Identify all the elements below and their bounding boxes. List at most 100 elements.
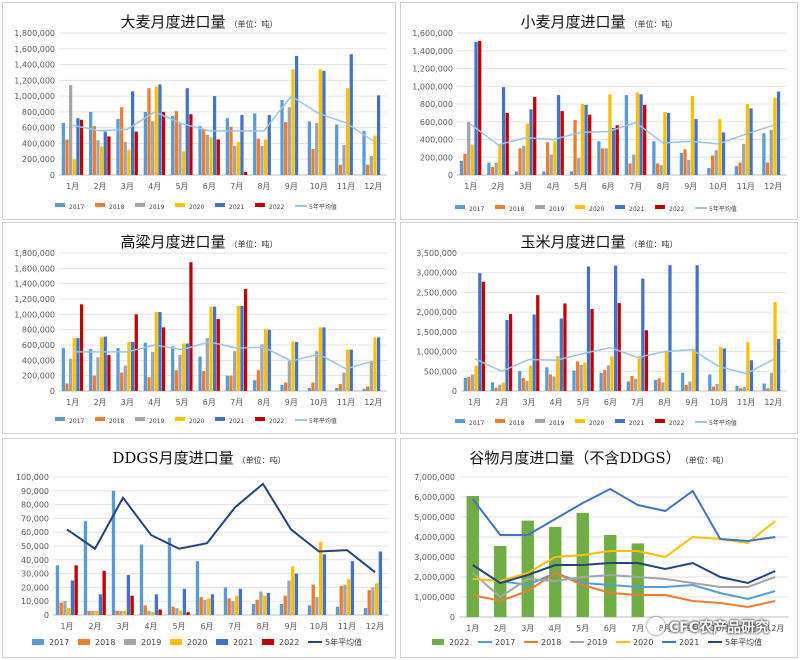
ddgs-bar-2021	[350, 561, 355, 615]
sorghum-xtick-label: 11月	[337, 398, 355, 407]
corn-bar-2018	[684, 385, 688, 391]
barley-title: 大麦月度进口量 （单位：吨）	[3, 11, 395, 32]
sorghum-ytick-label: 1,600,000	[14, 264, 55, 273]
barley-bar-2021	[240, 115, 244, 175]
sorghum-bar-2021	[322, 327, 326, 391]
ddgs-bar-2019	[91, 610, 95, 615]
ddgs-bar-2017	[83, 521, 88, 615]
wheat-ytick-label: 600,000	[420, 118, 453, 127]
corn-bar-2019	[688, 381, 692, 391]
ddgs-bar-2018	[199, 597, 203, 615]
barley-xtick-label: 3月	[121, 182, 134, 191]
ddgs-xtick-label: 1月	[60, 622, 73, 631]
corn-panel: 玉米月度进口量 （单位：吨） 0 500,000 1,000,000 1,500,000…	[400, 222, 798, 434]
wheat-bar-2021	[474, 41, 478, 175]
ddgs-ytick-label: 50,000	[21, 542, 49, 551]
sorghum-bar-2020	[318, 327, 322, 391]
grain-xtick-label: 12月	[766, 624, 784, 633]
wheat-bar-2021	[639, 94, 643, 175]
wheat-bar-2022	[588, 114, 592, 175]
grain-legend-swatch	[432, 639, 444, 645]
ddgs-unit: （单位：吨）	[237, 456, 286, 465]
corn-xtick-label: 3月	[522, 398, 535, 407]
barley-bar-2017	[198, 126, 202, 175]
wheat-bar-2018	[655, 163, 660, 175]
wheat-legend-label: 2017	[469, 206, 484, 213]
grain-xtick-label: 9月	[686, 624, 699, 633]
barley-bar-2020	[264, 139, 268, 175]
wheat-bar-2019	[742, 143, 746, 175]
corn-bar-2017	[599, 372, 603, 391]
wheat-bar-2019	[494, 162, 498, 175]
grain-xtick-label: 1月	[466, 624, 479, 633]
wheat-bar-2017	[679, 152, 684, 175]
ddgs-bar-2020	[95, 610, 99, 615]
barley-bar-2021	[294, 55, 299, 175]
sorghum-bar-2022	[216, 318, 220, 391]
corn-bar-2021	[614, 265, 618, 391]
barley-bar-2017	[253, 113, 257, 175]
corn-bar-2018	[603, 370, 607, 391]
wheat-bar-2017	[762, 133, 766, 175]
wheat-bar-2017	[514, 171, 519, 175]
sorghum-ytick-label: 1,800,000	[14, 249, 55, 258]
ddgs-ytick-label: 40,000	[21, 556, 49, 565]
wheat-bar-2022	[615, 125, 619, 175]
sorghum-ytick-label: 1,400,000	[14, 280, 55, 289]
sorghum-bar-2018	[311, 382, 315, 391]
barley-bar-2019	[260, 145, 264, 175]
corn-bar-2021	[505, 320, 509, 391]
barley-bar-2018	[229, 126, 233, 175]
barley-bar-2017	[280, 100, 284, 175]
ddgs-bar-2018	[339, 586, 343, 615]
barley-bar-2019	[342, 145, 346, 175]
wheat-xtick-label: 5月	[574, 182, 587, 191]
corn-bar-2022	[563, 303, 567, 391]
barley-bar-2020	[373, 135, 377, 175]
ddgs-xtick-label: 7月	[228, 622, 241, 631]
sorghum-chart: 0 200,000 400,000 600,000 800,000 1,000,000 1,…	[14, 249, 387, 425]
barley-chart: 0 200,000 400,000 600,000 800,000 1,000,000 1,…	[14, 29, 387, 211]
ddgs-bar-2018	[115, 610, 119, 615]
corn-bar-2020	[474, 365, 478, 391]
barley-ytick-label: 800,000	[22, 108, 55, 117]
sorghum-bar-2018	[92, 375, 96, 391]
sorghum-bar-2017	[280, 384, 284, 391]
corn-bar-2018	[630, 376, 634, 391]
ddgs-xtick-label: 12月	[366, 622, 384, 631]
sorghum-bar-2019	[233, 351, 237, 391]
barley-xtick-label: 11月	[337, 182, 355, 191]
wheat-ytick-label: 1,400,000	[412, 47, 453, 56]
ddgs-xtick-label: 9月	[284, 622, 297, 631]
barley-xtick-label: 8月	[257, 182, 270, 191]
barley-ytick-label: 1,400,000	[14, 61, 55, 70]
corn-legend-label: 2021	[629, 420, 644, 427]
barley-bar-2021	[185, 88, 189, 175]
ddgs-bar-2017	[167, 537, 172, 615]
ddgs-bar-2018	[311, 584, 315, 615]
barley-ytick-label: 0	[50, 171, 55, 180]
barley-bar-2022	[216, 139, 220, 175]
corn-bar-2019	[633, 378, 638, 391]
corn-bar-2018	[657, 378, 661, 391]
wheat-bar-2022	[533, 96, 537, 175]
wheat-panel: 小麦月度进口量 （单位：吨） 0 200,000 400,000 600,000 800,…	[400, 2, 798, 220]
corn-bar-2021	[641, 278, 645, 391]
corn-bar-2019	[552, 376, 556, 391]
wheat-bar-2019	[769, 129, 773, 175]
ddgs-legend-swatch	[216, 639, 228, 645]
barley-bar-2022	[107, 136, 111, 175]
sorghum-xtick-label: 10月	[310, 398, 328, 407]
ddgs-legend-label: 2018	[95, 638, 115, 647]
sorghum-xtick-label: 8月	[257, 398, 270, 407]
corn-bar-2019	[498, 384, 502, 391]
ddgs-bar-2020	[123, 610, 127, 615]
wheat-xtick-label: 7月	[629, 182, 642, 191]
wheat-ytick-label: 800,000	[420, 100, 453, 109]
barley-bar-2019	[287, 107, 291, 175]
wheat-title-text: 小麦月度进口量	[520, 13, 626, 31]
wheat-bar-2020	[608, 94, 612, 175]
corn-bar-2020	[637, 356, 641, 391]
barley-bar-2018	[120, 107, 124, 175]
barley-bar-2017	[225, 118, 229, 175]
